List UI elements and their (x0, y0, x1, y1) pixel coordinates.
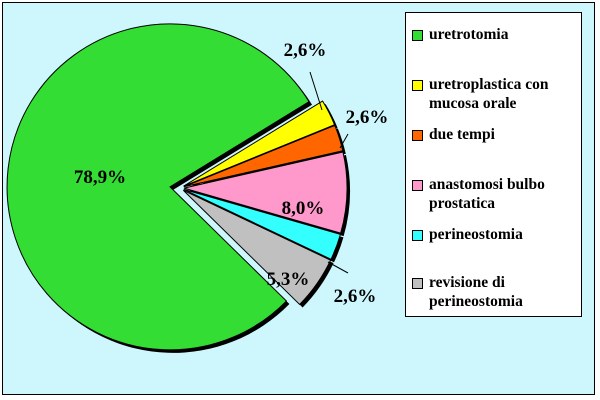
legend-item-due-tempi: due tempi (412, 125, 582, 144)
legend-swatch (412, 230, 423, 241)
leader-line (327, 261, 349, 274)
data-label-3: 8,0% (282, 198, 325, 219)
pie-slice-1 (183, 100, 336, 187)
legend-item-uretrotomia: uretrotomia (412, 25, 582, 44)
legend-label: uretroplastica con mucosa orale (429, 76, 549, 112)
data-label-2: 2,6% (346, 107, 389, 128)
data-label-1: 2,6% (284, 40, 327, 61)
legend-swatch (412, 180, 423, 191)
leader-line (339, 133, 349, 149)
pie-slice-2 (183, 124, 344, 188)
pie-slice-5 (182, 189, 332, 306)
legend-item-perineostomia: perineostomia (412, 225, 582, 244)
legend-item-uretroplastica: uretroplastica con mucosa orale (412, 75, 582, 113)
legend-label: due tempi (429, 126, 495, 143)
pie-slice-0 (6, 23, 310, 351)
legend-label: perineostomia (429, 226, 523, 243)
data-label-4: 2,6% (334, 286, 377, 307)
legend-item-anastomosi: anastomosi bulbo prostatica (412, 175, 582, 213)
data-label-5: 5,3% (267, 269, 310, 290)
pie-slice-3 (183, 151, 348, 234)
legend-swatch (412, 130, 423, 141)
pie-slice-4 (183, 188, 342, 260)
legend-label: anastomosi bulbo prostatica (429, 176, 545, 212)
legend-swatch (412, 30, 423, 41)
leader-line (309, 71, 323, 111)
legend: uretrotomia uretroplastica con mucosa or… (405, 12, 582, 317)
legend-label: uretrotomia (429, 26, 509, 43)
legend-swatch (412, 80, 423, 91)
legend-swatch (412, 278, 423, 289)
data-label-0: 78,9% (74, 167, 126, 188)
legend-label: revisione di perineostomia (429, 274, 523, 310)
legend-item-revisione: revisione di perineostomia (412, 273, 582, 311)
